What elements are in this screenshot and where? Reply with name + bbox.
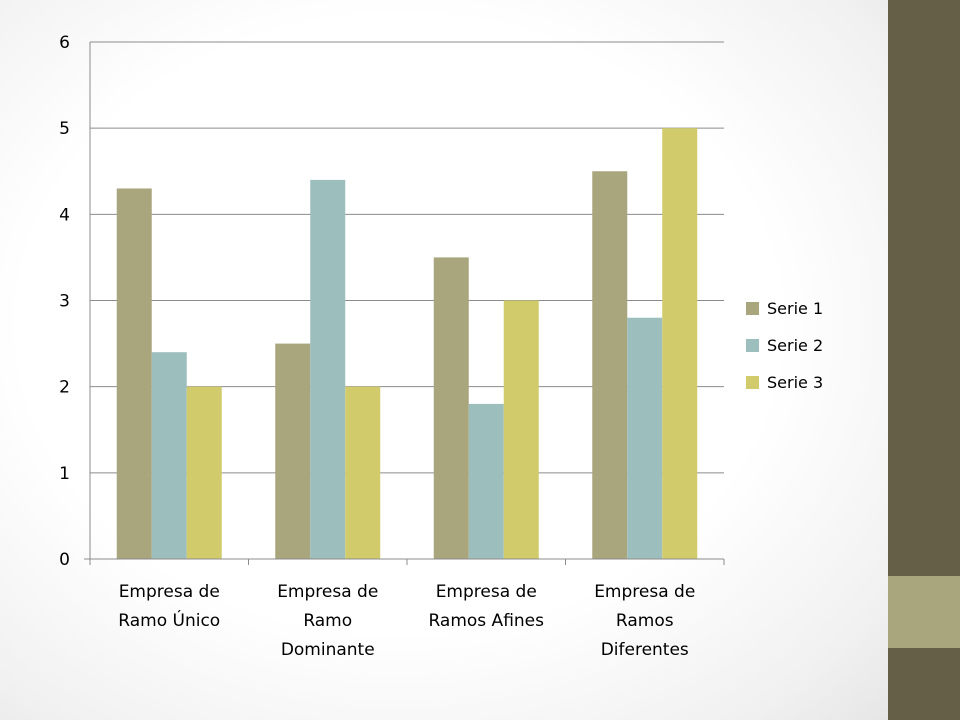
bar-serie-3 <box>662 128 698 559</box>
bar-serie-3 <box>345 386 381 559</box>
legend: Serie 1 Serie 2 Serie 3 <box>746 299 823 392</box>
y-tick-label: 6 <box>59 33 70 53</box>
bar-serie-2 <box>468 403 504 559</box>
legend-label: Serie 3 <box>767 373 823 392</box>
bar-serie-2 <box>151 352 187 559</box>
legend-swatch <box>746 339 759 352</box>
y-tick-label: 4 <box>59 205 70 225</box>
y-axis-tick-labels: 0 1 2 3 4 5 6 <box>59 33 70 570</box>
side-bar-dark-bottom <box>888 648 960 720</box>
x-category-label: Empresa de Ramo Dominante <box>277 582 378 660</box>
bar-serie-1 <box>116 188 152 559</box>
bar-serie-3 <box>186 386 222 559</box>
bar-serie-1 <box>275 343 311 559</box>
bar-serie-2 <box>627 317 663 559</box>
bar-serie-3 <box>503 300 539 559</box>
bars <box>116 128 698 559</box>
y-tick-label: 5 <box>59 119 70 139</box>
x-axis-category-labels: Empresa de Ramo Único Empresa de Ramo Domina… <box>118 582 695 660</box>
y-tick-label: 1 <box>59 464 70 484</box>
legend-swatch <box>746 376 759 389</box>
x-category-label: Empresa de Ramos Diferentes <box>594 582 695 660</box>
bar-serie-1 <box>592 171 628 559</box>
y-tick-label: 2 <box>59 378 70 398</box>
x-category-label: Empresa de Ramos Afines <box>428 582 544 631</box>
legend-swatch <box>746 302 759 315</box>
y-tick-label: 0 <box>59 550 70 570</box>
bar-serie-1 <box>433 257 469 559</box>
legend-label: Serie 1 <box>767 299 823 318</box>
side-bar-dark-top <box>888 0 960 576</box>
side-bar-light-block <box>888 576 960 648</box>
axes <box>84 42 725 565</box>
bar-serie-2 <box>310 179 346 559</box>
x-category-label: Empresa de Ramo Único <box>118 582 220 631</box>
legend-label: Serie 2 <box>767 336 823 355</box>
y-tick-label: 3 <box>59 292 70 312</box>
